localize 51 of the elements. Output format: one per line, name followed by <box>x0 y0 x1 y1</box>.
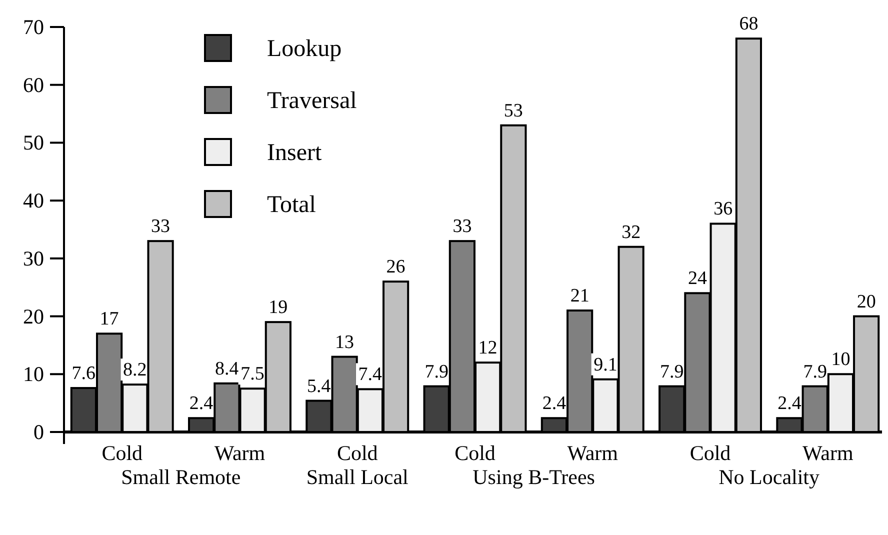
data-label: 36 <box>714 198 733 220</box>
data-label: 24 <box>688 268 708 290</box>
y-tick-label: 20 <box>23 304 44 328</box>
data-label: 9.1 <box>594 354 618 376</box>
y-tick-label: 30 <box>23 246 44 270</box>
text: Small Remote <box>121 465 241 489</box>
legend-label: Insert <box>267 140 322 166</box>
data-label: 53 <box>504 100 523 122</box>
x-tick-label: Warm <box>214 441 266 465</box>
data-label: 17 <box>100 308 119 330</box>
data-label: 7.9 <box>803 361 827 382</box>
data-label: 8.2 <box>123 360 147 381</box>
legend-label: Total <box>267 192 316 218</box>
data-label: 2.4 <box>778 393 802 414</box>
legend-label: Traversal <box>267 88 358 114</box>
x-tick-label: Warm <box>802 441 854 465</box>
data-label: 7.9 <box>424 361 448 382</box>
y-tick-label: 40 <box>23 188 44 213</box>
data-label: 20 <box>856 291 876 312</box>
data-label: 7.6 <box>72 363 96 384</box>
text: Using B-Trees <box>472 465 595 489</box>
data-label: 19 <box>268 297 288 318</box>
data-label: 10 <box>831 349 850 370</box>
legend-label: Lookup <box>267 36 342 62</box>
data-label: 8.4 <box>215 358 240 380</box>
data-label: 21 <box>570 286 590 306</box>
data-label: 12 <box>478 338 498 359</box>
data-label: 13 <box>335 332 354 353</box>
text: Small Local <box>306 465 409 489</box>
data-label: 32 <box>622 222 641 243</box>
y-tick-label: 10 <box>23 362 44 386</box>
data-label: 2.4 <box>542 393 567 414</box>
x-tick-label: Cold <box>102 441 144 465</box>
x-tick-label: Cold <box>690 441 732 465</box>
data-label: 7.4 <box>358 364 383 386</box>
data-label: 26 <box>386 256 406 278</box>
data-label: 7.5 <box>240 364 264 385</box>
x-tick-label: Cold <box>336 441 378 465</box>
x-tick-label: Warm <box>567 441 618 465</box>
data-label: 68 <box>739 14 758 35</box>
y-tick-label: 60 <box>23 72 44 97</box>
y-tick-label: 70 <box>23 15 44 39</box>
text: No Locality <box>718 465 820 489</box>
data-label: 33 <box>151 216 170 238</box>
x-tick-label: Cold <box>454 441 496 465</box>
data-label: 7.9 <box>660 361 684 382</box>
y-tick-label: 0 <box>34 420 44 444</box>
data-label: 2.4 <box>189 393 214 414</box>
data-label: 33 <box>452 216 472 238</box>
y-tick-label: 50 <box>23 130 44 155</box>
data-label: 5.4 <box>307 376 332 397</box>
